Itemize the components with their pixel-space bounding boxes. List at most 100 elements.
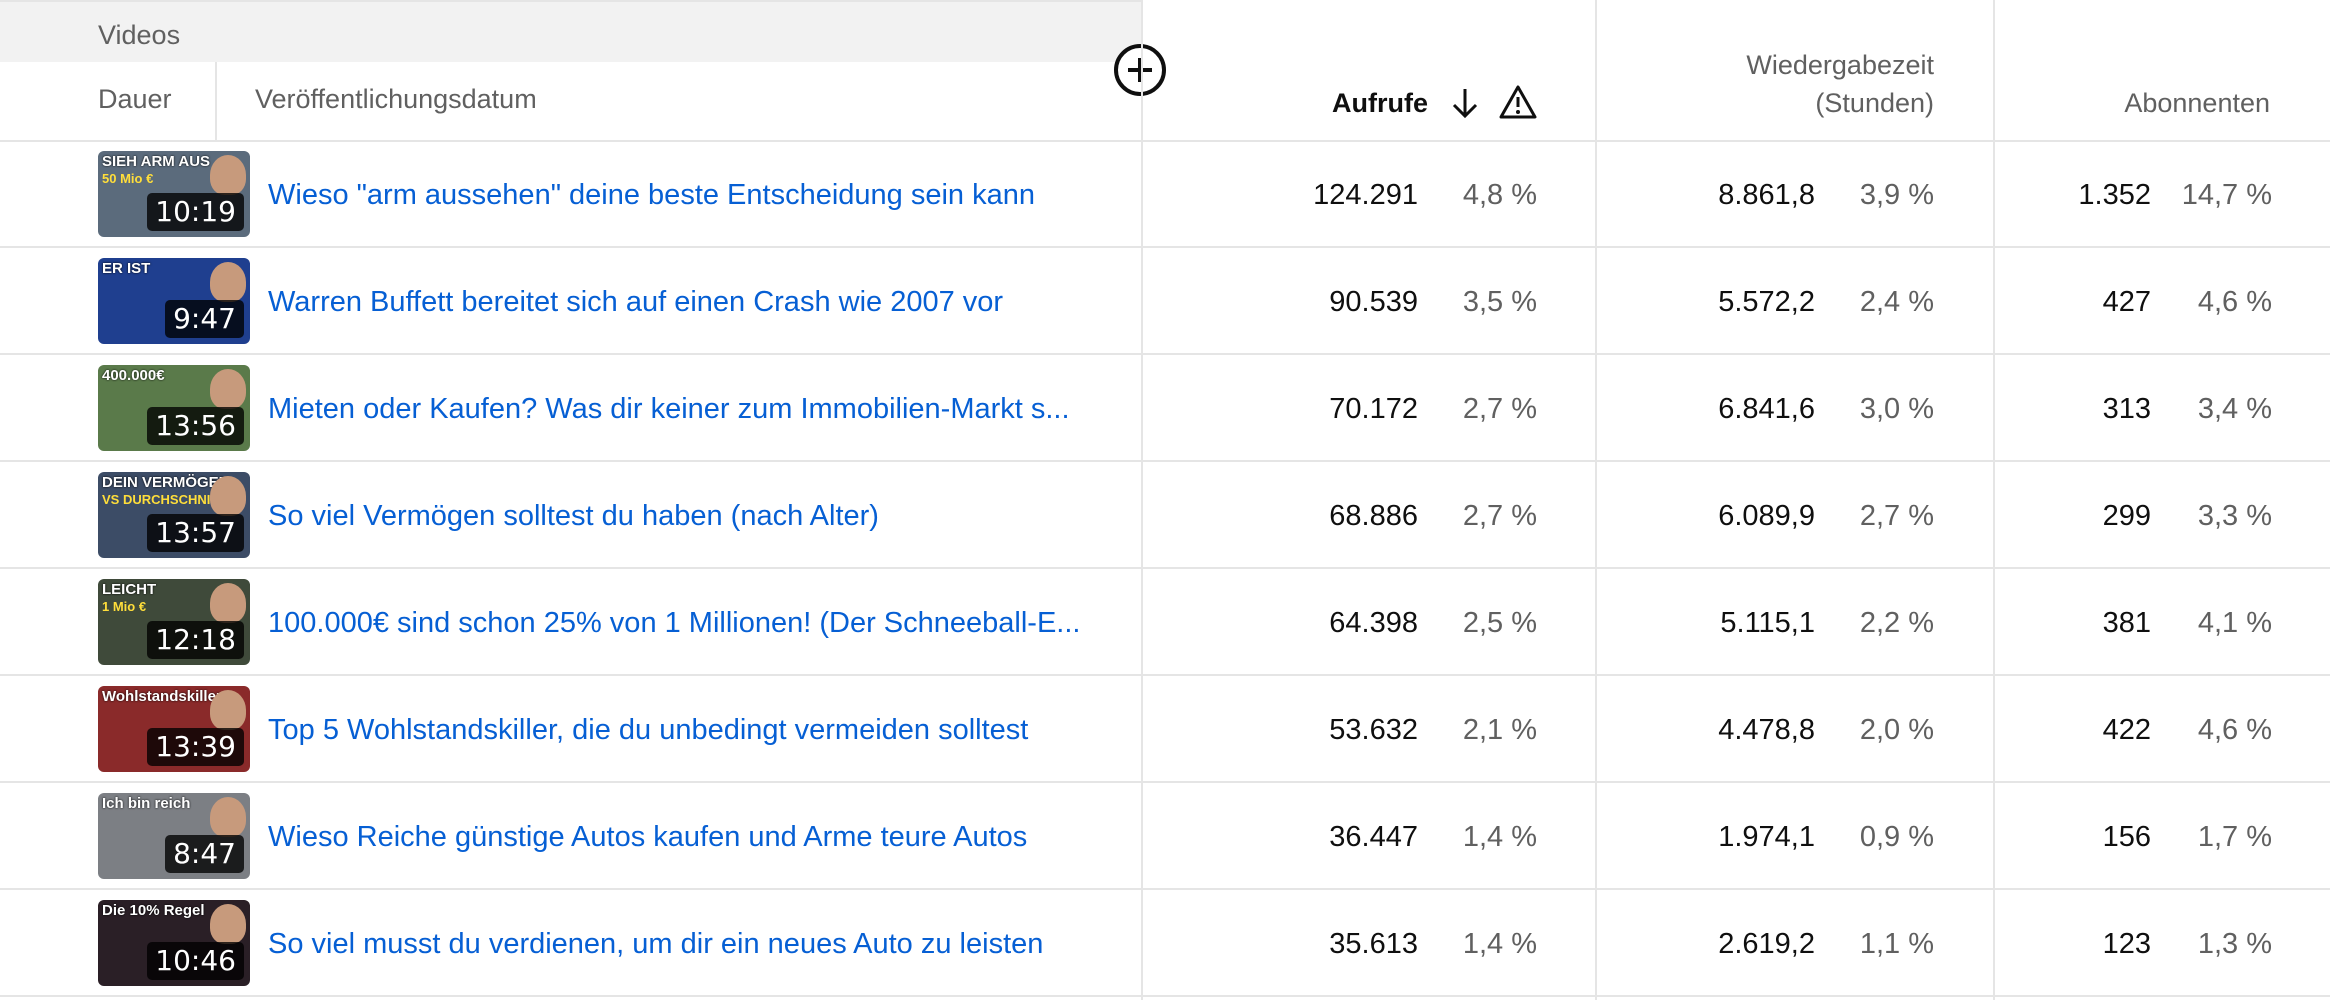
video-duration: 9:47 — [165, 300, 244, 338]
video-thumbnail[interactable]: 400.000€ 13:56 — [98, 365, 250, 451]
video-duration: 10:46 — [147, 942, 244, 980]
subscribers-value: 422 — [2102, 714, 2151, 746]
views-value: 68.886 — [1329, 500, 1418, 532]
subscribers-percent: 1,7 % — [2197, 821, 2272, 853]
video-duration: 13:39 — [147, 728, 244, 766]
views-percent: 2,7 % — [1462, 500, 1537, 532]
views-percent: 2,1 % — [1462, 714, 1537, 746]
subscribers-column-header[interactable]: Abonnenten — [2124, 88, 2270, 118]
thumbnail-face — [210, 797, 246, 837]
column-divider — [1595, 0, 1597, 1000]
table-row[interactable]: Wohlstandskiller 13:39 Top 5 Wohlstandsk… — [0, 676, 2330, 783]
thumbnail-caption: DEIN VERMÖGEN — [102, 474, 230, 491]
header-divider — [215, 62, 217, 140]
subscribers-value: 381 — [2102, 607, 2151, 639]
views-value: 35.613 — [1329, 928, 1418, 960]
table-row[interactable]: LEICHT 1 Mio € 12:18 100.000€ sind schon… — [0, 569, 2330, 676]
subscribers-percent: 4,6 % — [2197, 286, 2272, 318]
watchtime-header-line2: (Stunden) — [1815, 88, 1934, 118]
views-percent: 4,8 % — [1462, 179, 1537, 211]
column-divider — [1993, 0, 1995, 1000]
thumbnail-caption: LEICHT — [102, 581, 157, 598]
views-column-header[interactable]: Aufrufe — [1332, 88, 1428, 118]
watchtime-percent: 3,0 % — [1859, 393, 1934, 425]
video-title-link[interactable]: So viel musst du verdienen, um dir ein n… — [268, 928, 1044, 960]
views-value: 53.632 — [1329, 714, 1418, 746]
table-row[interactable]: ER IST 9:47 Warren Buffett bereitet sich… — [0, 248, 2330, 355]
add-column-icon[interactable] — [1114, 44, 1166, 96]
thumbnail-caption: Ich bin reich — [102, 795, 191, 812]
watchtime-value: 5.115,1 — [1720, 607, 1815, 639]
views-value: 70.172 — [1329, 393, 1418, 425]
warning-triangle-icon[interactable] — [1498, 84, 1538, 120]
videos-header-band: Videos — [0, 0, 1142, 62]
subscribers-value: 1.352 — [2078, 179, 2151, 211]
table-row[interactable]: SIEH ARM AUS 50 Mio € 10:19 Wieso "arm a… — [0, 141, 2330, 248]
watchtime-percent: 2,0 % — [1859, 714, 1934, 746]
videos-label: Videos — [98, 20, 181, 50]
watchtime-percent: 3,9 % — [1859, 179, 1934, 211]
subscribers-value: 313 — [2102, 393, 2151, 425]
table-row[interactable]: 400.000€ 13:56 Mieten oder Kaufen? Was d… — [0, 355, 2330, 462]
thumbnail-caption: 400.000€ — [102, 367, 165, 384]
subscribers-percent: 3,4 % — [2197, 393, 2272, 425]
video-thumbnail[interactable]: Die 10% Regel 10:46 — [98, 900, 250, 986]
thumbnail-subcaption: VS DURCHSCHNITT — [102, 492, 227, 507]
watchtime-value: 2.619,2 — [1718, 928, 1815, 960]
subscribers-percent: 4,1 % — [2197, 607, 2272, 639]
watchtime-percent: 2,7 % — [1859, 500, 1934, 532]
video-thumbnail[interactable]: Wohlstandskiller 13:39 — [98, 686, 250, 772]
video-thumbnail[interactable]: Ich bin reich 8:47 — [98, 793, 250, 879]
watchtime-percent: 2,2 % — [1859, 607, 1934, 639]
watchtime-value: 4.478,8 — [1718, 714, 1815, 746]
video-duration: 8:47 — [165, 835, 244, 873]
video-title-link[interactable]: So viel Vermögen solltest du haben (nach… — [268, 500, 879, 532]
thumbnail-caption: Wohlstandskiller — [102, 688, 222, 705]
views-value: 36.447 — [1329, 821, 1418, 853]
views-value: 90.539 — [1329, 286, 1418, 318]
video-title-link[interactable]: Wieso Reiche günstige Autos kaufen und A… — [268, 821, 1028, 853]
thumbnail-face — [210, 155, 246, 195]
subscribers-value: 123 — [2102, 928, 2151, 960]
subscribers-percent: 1,3 % — [2197, 928, 2272, 960]
publish-date-column-header[interactable]: Veröffentlichungsdatum — [255, 84, 537, 114]
video-duration: 13:57 — [147, 514, 244, 552]
video-title-link[interactable]: Mieten oder Kaufen? Was dir keiner zum I… — [268, 393, 1070, 425]
views-percent: 1,4 % — [1462, 821, 1537, 853]
watchtime-value: 6.089,9 — [1718, 500, 1815, 532]
watchtime-percent: 1,1 % — [1859, 928, 1934, 960]
duration-column-header[interactable]: Dauer — [98, 84, 172, 114]
thumbnail-face — [210, 904, 246, 944]
thumbnail-face — [210, 262, 246, 302]
video-thumbnail[interactable]: SIEH ARM AUS 50 Mio € 10:19 — [98, 151, 250, 237]
video-thumbnail[interactable]: LEICHT 1 Mio € 12:18 — [98, 579, 250, 665]
views-percent: 2,7 % — [1462, 393, 1537, 425]
table-header: Videos Dauer Veröffentlichungsdatum Aufr… — [0, 0, 2330, 142]
thumbnail-caption: ER IST — [102, 260, 151, 277]
watchtime-value: 8.861,8 — [1718, 179, 1815, 211]
column-divider — [1141, 0, 1143, 1000]
thumbnail-caption: Die 10% Regel — [102, 902, 205, 919]
video-title-link[interactable]: Wieso "arm aussehen" deine beste Entsche… — [268, 179, 1035, 211]
subscribers-percent: 4,6 % — [2197, 714, 2272, 746]
subscribers-value: 156 — [2102, 821, 2151, 853]
thumbnail-subcaption: 1 Mio € — [102, 599, 147, 614]
thumbnail-subcaption: 50 Mio € — [102, 171, 154, 186]
video-duration: 13:56 — [147, 407, 244, 445]
views-value: 64.398 — [1329, 607, 1418, 639]
video-thumbnail[interactable]: DEIN VERMÖGEN VS DURCHSCHNITT 13:57 — [98, 472, 250, 558]
watchtime-column-header[interactable]: Wiedergabezeit (Stunden) — [1674, 46, 1934, 122]
arrow-down-icon[interactable] — [1450, 86, 1480, 120]
video-title-link[interactable]: Top 5 Wohlstandskiller, die du unbedingt… — [268, 714, 1029, 746]
watchtime-header-line1: Wiedergabezeit — [1746, 50, 1934, 80]
views-percent: 3,5 % — [1462, 286, 1537, 318]
watchtime-value: 1.974,1 — [1718, 821, 1815, 853]
table-row[interactable]: DEIN VERMÖGEN VS DURCHSCHNITT 13:57 So v… — [0, 462, 2330, 569]
video-title-link[interactable]: 100.000€ sind schon 25% von 1 Millionen!… — [268, 607, 1081, 639]
table-row[interactable]: Die 10% Regel 10:46 So viel musst du ver… — [0, 890, 2330, 997]
thumbnail-face — [210, 690, 246, 730]
subscribers-percent: 14,7 % — [2181, 179, 2272, 211]
video-thumbnail[interactable]: ER IST 9:47 — [98, 258, 250, 344]
video-title-link[interactable]: Warren Buffett bereitet sich auf einen C… — [268, 286, 1004, 318]
table-row[interactable]: Ich bin reich 8:47 Wieso Reiche günstige… — [0, 783, 2330, 890]
